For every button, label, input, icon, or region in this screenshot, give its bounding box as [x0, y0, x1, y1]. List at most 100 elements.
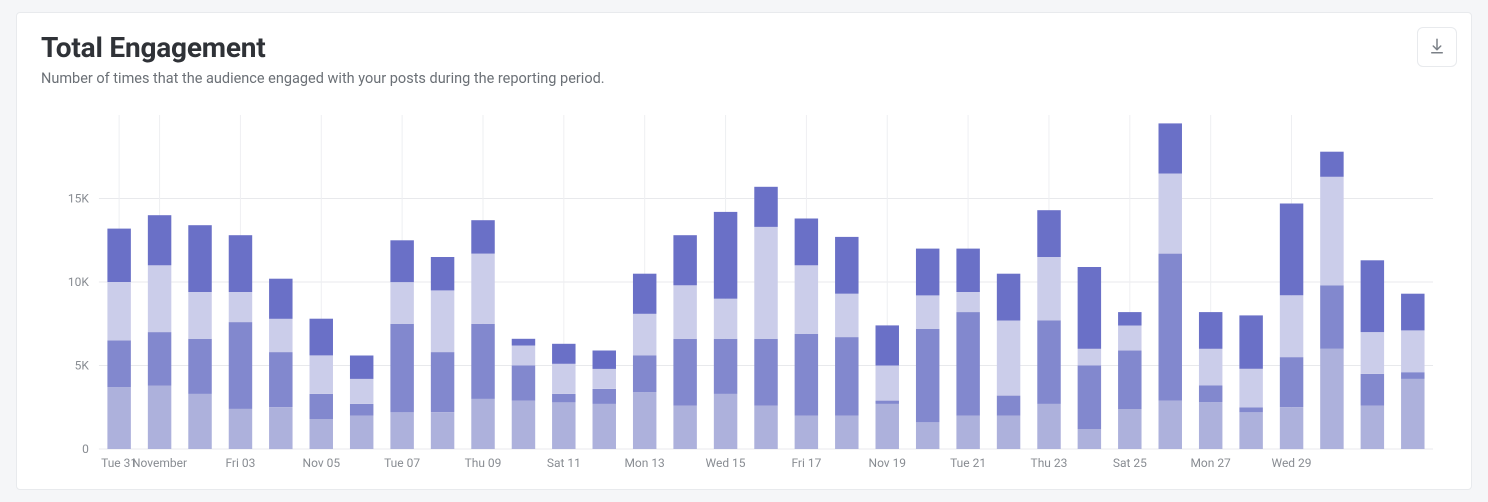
- bar-25: [1118, 312, 1141, 449]
- bar-segment: [512, 346, 535, 366]
- bar-segment: [997, 320, 1020, 395]
- bar-segment: [1118, 325, 1141, 350]
- bar-segment: [1078, 366, 1101, 430]
- bar-24: [1078, 267, 1101, 449]
- bar-0: [107, 229, 130, 449]
- bar-segment: [1159, 123, 1182, 173]
- svg-text:0: 0: [82, 442, 89, 456]
- bar-segment: [188, 225, 211, 292]
- bar-segment: [471, 399, 494, 449]
- bar-segment: [390, 412, 413, 449]
- bar-segment: [1118, 312, 1141, 325]
- bar-segment: [310, 419, 333, 449]
- bar-segment: [512, 366, 535, 401]
- bar-segment: [229, 409, 252, 449]
- x-axis-label: Thu 23: [1031, 456, 1068, 470]
- bar-segment: [431, 412, 454, 449]
- bar-15: [714, 212, 737, 449]
- bar-11: [552, 344, 575, 449]
- bar-segment: [1401, 372, 1424, 379]
- bar-segment: [107, 387, 130, 449]
- bar-segment: [107, 282, 130, 340]
- bar-segment: [229, 235, 252, 292]
- bar-segment: [512, 401, 535, 449]
- bar-8: [431, 257, 454, 449]
- bar-segment: [593, 389, 616, 404]
- bar-segment: [956, 292, 979, 312]
- bar-segment: [633, 356, 656, 393]
- x-axis-label: Wed 29: [1272, 456, 1312, 470]
- bar-segment: [1280, 357, 1303, 407]
- bar-segment: [593, 404, 616, 449]
- bar-segment: [1361, 332, 1384, 374]
- bar-segment: [1401, 379, 1424, 449]
- bar-13: [633, 274, 656, 449]
- bar-segment: [1199, 386, 1222, 403]
- bar-segment: [188, 339, 211, 394]
- bar-segment: [390, 324, 413, 413]
- bar-segment: [997, 274, 1020, 321]
- download-button[interactable]: [1417, 27, 1457, 67]
- bar-28: [1239, 315, 1262, 449]
- x-axis-label: Fri 03: [225, 456, 255, 470]
- bar-segment: [673, 235, 696, 285]
- bar-segment: [1320, 152, 1343, 177]
- bar-32: [1401, 294, 1424, 449]
- bar-segment: [633, 314, 656, 356]
- bar-segment: [1078, 349, 1101, 366]
- bar-segment: [876, 325, 899, 365]
- bar-segment: [1320, 177, 1343, 285]
- bar-segment: [188, 394, 211, 449]
- bar-segment: [350, 379, 373, 404]
- bar-18: [835, 237, 858, 449]
- bar-6: [350, 356, 373, 450]
- bar-segment: [593, 351, 616, 369]
- bar-segment: [471, 324, 494, 399]
- engagement-chart: 05K10K15KTue 31NovemberFri 03Nov 05Tue 0…: [41, 105, 1447, 477]
- bar-segment: [107, 229, 130, 282]
- bar-12: [593, 351, 616, 450]
- x-axis-label: Nov 19: [869, 456, 907, 470]
- bar-26: [1159, 123, 1182, 449]
- bar-segment: [916, 329, 939, 423]
- bar-9: [471, 220, 494, 449]
- bar-segment: [188, 292, 211, 339]
- bar-segment: [956, 312, 979, 416]
- bar-segment: [916, 295, 939, 328]
- bar-segment: [1199, 402, 1222, 449]
- x-axis-label: Mon 13: [624, 456, 664, 470]
- bar-segment: [1159, 173, 1182, 253]
- bar-segment: [1239, 315, 1262, 368]
- chart-subtitle: Number of times that the audience engage…: [41, 70, 605, 87]
- bar-segment: [835, 416, 858, 449]
- bar-segment: [1078, 429, 1101, 449]
- bar-17: [795, 219, 818, 450]
- bar-segment: [431, 290, 454, 352]
- bar-segment: [876, 366, 899, 401]
- bar-segment: [1199, 349, 1222, 386]
- bar-segment: [1037, 320, 1060, 404]
- bar-segment: [552, 402, 575, 449]
- bar-segment: [593, 369, 616, 389]
- bar-segment: [956, 416, 979, 449]
- bar-segment: [512, 339, 535, 346]
- bar-segment: [714, 339, 737, 394]
- bar-segment: [1159, 401, 1182, 449]
- bar-segment: [350, 416, 373, 449]
- bar-segment: [714, 212, 737, 299]
- bar-29: [1280, 204, 1303, 450]
- bar-segment: [1280, 407, 1303, 449]
- bar-segment: [1361, 374, 1384, 406]
- bar-segment: [997, 416, 1020, 449]
- x-axis-label: Sat 25: [1113, 456, 1147, 470]
- bar-segment: [633, 274, 656, 314]
- bar-segment: [1037, 257, 1060, 321]
- bar-segment: [916, 249, 939, 296]
- x-axis-label: Fri 17: [791, 456, 821, 470]
- bar-segment: [1159, 254, 1182, 401]
- bar-segment: [310, 356, 333, 394]
- bar-segment: [552, 364, 575, 394]
- bar-2: [188, 225, 211, 449]
- bar-segment: [107, 340, 130, 387]
- svg-text:15K: 15K: [68, 191, 89, 205]
